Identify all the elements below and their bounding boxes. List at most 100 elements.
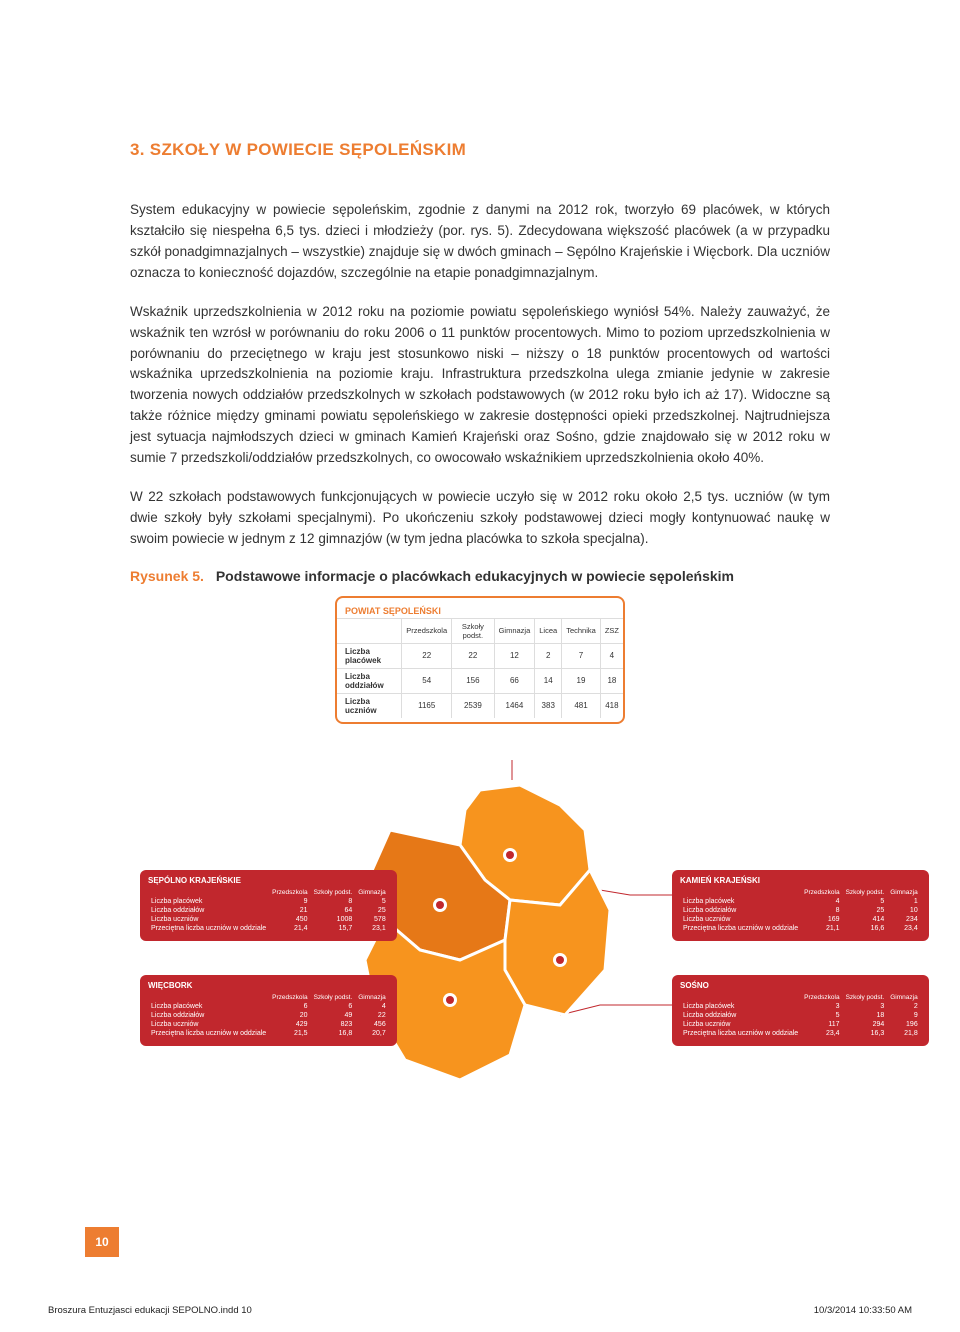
gmina-th: Szkoły podst. xyxy=(843,888,888,897)
powiat-td: Liczba oddziałów xyxy=(337,668,402,693)
gmina-th: Gimnazja xyxy=(355,888,388,897)
gmina-td: 21 xyxy=(269,906,310,915)
gmina-td: 25 xyxy=(355,906,388,915)
gmina-td: 23,4 xyxy=(801,1029,842,1038)
powiat-td: 383 xyxy=(535,693,562,718)
powiat-th xyxy=(337,618,402,643)
gmina-td: 10 xyxy=(887,906,920,915)
gmina-th: Szkoły podst. xyxy=(311,993,356,1002)
powiat-td: 1464 xyxy=(494,693,535,718)
table-row: Liczba uczniów429823456 xyxy=(148,1020,389,1029)
powiat-td: Liczba uczniów xyxy=(337,693,402,718)
paragraph-3: W 22 szkołach podstawowych funkcjonujący… xyxy=(130,487,830,550)
section-title: 3. SZKOŁY W POWIECIE SĘPOLEŃSKIM xyxy=(130,140,830,160)
gmina-td: 196 xyxy=(887,1020,920,1029)
gmina-td: 21,1 xyxy=(801,924,842,933)
gmina-td: Przeciętna liczba uczniów w oddziale xyxy=(148,924,269,933)
gmina-td: Liczba oddziałów xyxy=(680,906,801,915)
powiat-td: 66 xyxy=(494,668,535,693)
gmina-td: 456 xyxy=(355,1020,388,1029)
table-row: Liczba placówek985 xyxy=(148,897,389,906)
powiat-td: 22 xyxy=(402,643,452,668)
gmina-th: Gimnazja xyxy=(887,993,920,1002)
gmina-td: Przeciętna liczba uczniów w oddziale xyxy=(148,1029,269,1038)
gmina-table: PrzedszkolaSzkoły podst.GimnazjaLiczba p… xyxy=(680,888,921,933)
powiat-th: ZSZ xyxy=(600,618,623,643)
gmina-td: 16,8 xyxy=(311,1029,356,1038)
powiat-td: 22 xyxy=(452,643,494,668)
table-row: Przeciętna liczba uczniów w oddziale23,4… xyxy=(680,1029,921,1038)
gmina-td: Liczba uczniów xyxy=(148,915,269,924)
powiat-table-title: POWIAT SĘPOLEŃSKI xyxy=(337,602,623,618)
gmina-table: PrzedszkolaSzkoły podst.GimnazjaLiczba p… xyxy=(680,993,921,1038)
table-row: Przeciętna liczba uczniów w oddziale21,5… xyxy=(148,1029,389,1038)
gmina-td: 8 xyxy=(311,897,356,906)
powiat-td: 1165 xyxy=(402,693,452,718)
table-row: Liczba placówek451 xyxy=(680,897,921,906)
paragraph-1: System edukacyjny w powiecie sępoleńskim… xyxy=(130,200,830,284)
gmina-td: Liczba oddziałów xyxy=(148,906,269,915)
gmina-td: 16,3 xyxy=(843,1029,888,1038)
powiat-th: Przedszkola xyxy=(402,618,452,643)
gmina-td: 21,8 xyxy=(887,1029,920,1038)
gmina-td: 429 xyxy=(269,1020,310,1029)
gmina-td: 1 xyxy=(887,897,920,906)
gmina-table: PrzedszkolaSzkoły podst.GimnazjaLiczba p… xyxy=(148,993,389,1038)
table-row: Liczba placówek664 xyxy=(148,1002,389,1011)
gmina-th xyxy=(148,993,269,1002)
gmina-td: Przeciętna liczba uczniów w oddziale xyxy=(680,924,801,933)
gmina-td: Liczba oddziałów xyxy=(148,1011,269,1020)
gmina-td: 5 xyxy=(355,897,388,906)
figure-label: Rysunek 5. Podstawowe informacje o placó… xyxy=(130,568,830,584)
page-number: 10 xyxy=(85,1227,119,1257)
powiat-td: 4 xyxy=(600,643,623,668)
gmina-td: 450 xyxy=(269,915,310,924)
powiat-td: 7 xyxy=(562,643,601,668)
gmina-td: 23,4 xyxy=(887,924,920,933)
gmina-td: Liczba uczniów xyxy=(148,1020,269,1029)
gmina-table: PrzedszkolaSzkoły podst.GimnazjaLiczba p… xyxy=(148,888,389,933)
powiat-th: Technika xyxy=(562,618,601,643)
gmina-td: 49 xyxy=(311,1011,356,1020)
gmina-title: SOŚNO xyxy=(680,981,921,990)
gmina-td: 5 xyxy=(801,1011,842,1020)
gmina-td: Liczba placówek xyxy=(680,1002,801,1011)
table-row: Liczba uczniów169414234 xyxy=(680,915,921,924)
gmina-td: 1008 xyxy=(311,915,356,924)
figure-number: Rysunek 5. xyxy=(130,568,204,584)
gmina-th: Szkoły podst. xyxy=(843,993,888,1002)
figure-title: Podstawowe informacje o placówkach eduka… xyxy=(216,568,734,584)
gmina-box-sepolno: SĘPÓLNO KRAJEŃSKIE PrzedszkolaSzkoły pods… xyxy=(140,870,397,941)
gmina-td: 15,7 xyxy=(311,924,356,933)
powiat-th: Licea xyxy=(535,618,562,643)
table-row: Liczba oddziałów5415666141918 xyxy=(337,668,623,693)
gmina-td: 9 xyxy=(887,1011,920,1020)
gmina-th: Gimnazja xyxy=(887,888,920,897)
gmina-td: 117 xyxy=(801,1020,842,1029)
gmina-td: 3 xyxy=(801,1002,842,1011)
powiat-td: 54 xyxy=(402,668,452,693)
map-area: SĘPÓLNO KRAJEŃSKIE PrzedszkolaSzkoły pods… xyxy=(0,760,960,1120)
powiat-td: 481 xyxy=(562,693,601,718)
powiat-th: Gimnazja xyxy=(494,618,535,643)
table-row: Przeciętna liczba uczniów w oddziale21,4… xyxy=(148,924,389,933)
table-row: Liczba uczniów4501008578 xyxy=(148,915,389,924)
footer-left: Broszura Entuzjasci edukacji SEPOLNO.ind… xyxy=(48,1305,252,1316)
gmina-td: Przeciętna liczba uczniów w oddziale xyxy=(680,1029,801,1038)
powiat-td: 2 xyxy=(535,643,562,668)
paragraph-2: Wskaźnik uprzedszkolnienia w 2012 roku n… xyxy=(130,302,830,469)
powiat-table: PrzedszkolaSzkoły podst.GimnazjaLiceaTec… xyxy=(337,618,623,718)
gmina-td: 5 xyxy=(843,897,888,906)
gmina-td: 823 xyxy=(311,1020,356,1029)
gmina-td: 2 xyxy=(887,1002,920,1011)
gmina-title: SĘPÓLNO KRAJEŃSKIE xyxy=(148,876,389,885)
gmina-td: Liczba uczniów xyxy=(680,915,801,924)
gmina-td: Liczba placówek xyxy=(148,897,269,906)
powiat-td: Liczba placówek xyxy=(337,643,402,668)
gmina-td: 64 xyxy=(311,906,356,915)
gmina-td: 22 xyxy=(355,1011,388,1020)
gmina-td: 16,6 xyxy=(843,924,888,933)
gmina-td: 578 xyxy=(355,915,388,924)
powiat-td: 418 xyxy=(600,693,623,718)
gmina-td: 21,4 xyxy=(269,924,310,933)
